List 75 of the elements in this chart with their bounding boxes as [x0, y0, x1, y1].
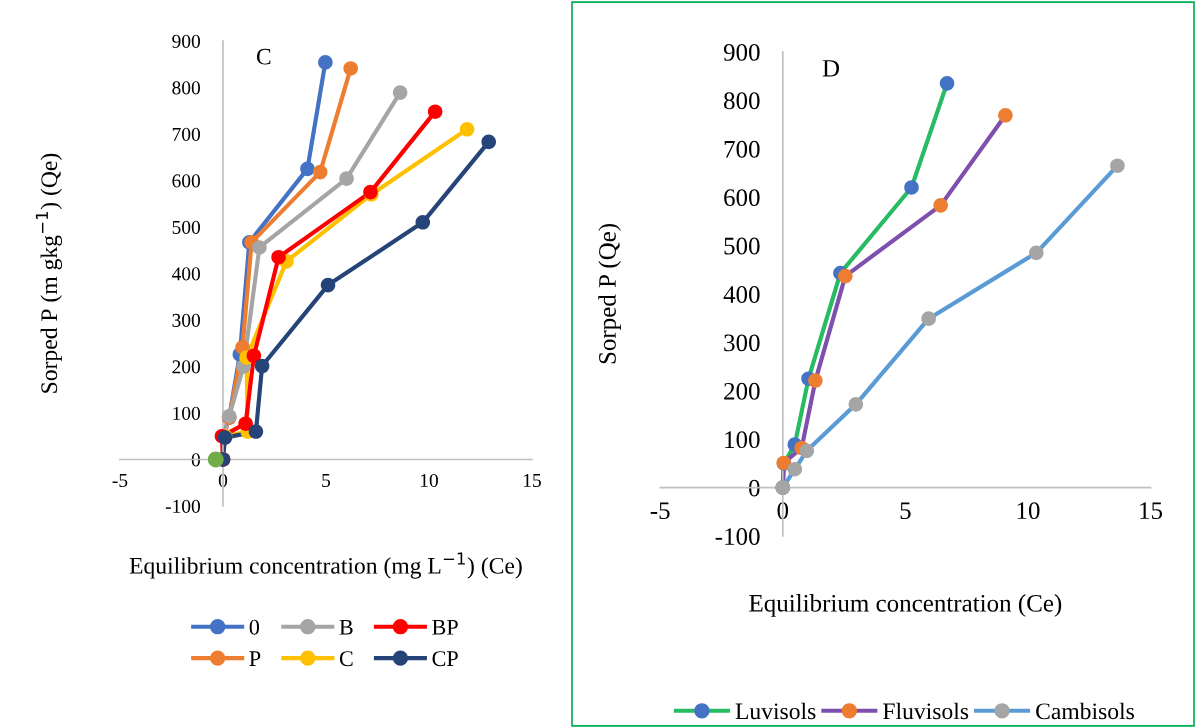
- point: [207, 451, 224, 468]
- legend-label: CP: [432, 651, 458, 667]
- point: [933, 198, 948, 213]
- legend-label: Cambisols: [1036, 702, 1134, 720]
- y-axis-title: Sorped P (m gkg$^{−1}$) (Qe): [35, 153, 63, 393]
- point: [271, 249, 286, 265]
- point: [904, 180, 919, 195]
- point: [808, 373, 823, 388]
- y-tick-label: 600: [724, 189, 760, 207]
- y-tick-label: 300: [172, 313, 200, 327]
- x-tick-label: 5: [322, 474, 331, 488]
- point: [318, 55, 333, 70]
- point: [246, 348, 262, 364]
- y-tick-label: 800: [172, 81, 200, 95]
- y-tick-label: 100: [173, 406, 200, 420]
- point: [248, 424, 264, 439]
- y-tick-label: 900: [172, 34, 200, 48]
- x-tick-label: 15: [1140, 502, 1163, 520]
- y-tick-label: 200: [172, 360, 200, 374]
- x-axis-title: Equilibrium concentration (mg L$^{−1}$) (Ce): [129, 552, 522, 579]
- y-tick-label: 400: [723, 286, 760, 303]
- x-tick-label: -5: [112, 474, 128, 488]
- point: [392, 85, 408, 100]
- point: [799, 443, 815, 459]
- y-tick-label: 700: [172, 127, 200, 141]
- point: [254, 358, 270, 374]
- point: [921, 311, 936, 326]
- x-tick-label: 0: [218, 473, 228, 488]
- y-tick-label: 900: [723, 43, 760, 61]
- y-tick-label: 200: [724, 382, 760, 400]
- legend-label: 0: [249, 619, 260, 635]
- y-tick-label: 600: [172, 174, 200, 188]
- legend-label: P: [249, 651, 261, 666]
- point: [459, 122, 475, 137]
- point: [238, 416, 253, 431]
- x-tick-label: 10: [1017, 502, 1040, 520]
- point: [848, 397, 864, 412]
- y-tick-label: 100: [725, 431, 760, 449]
- point: [1029, 245, 1044, 261]
- y-tick-label: 500: [724, 237, 760, 255]
- legend-label: Luvisols: [735, 702, 816, 720]
- y-tick-label: 300: [724, 334, 760, 352]
- x-tick-label: 15: [523, 474, 541, 488]
- point: [343, 61, 358, 76]
- annotation: D: [822, 60, 840, 77]
- point: [1110, 158, 1125, 173]
- legend-label: C: [339, 651, 353, 667]
- point: [312, 164, 328, 180]
- y-tick-label: -100: [715, 528, 760, 545]
- x-axis-title: Equilibrium concentration (Ce): [749, 594, 1062, 617]
- x-tick-label: 5: [900, 502, 911, 520]
- point: [339, 171, 354, 186]
- annotation: C: [256, 48, 271, 65]
- legend-label: Fluvisols: [883, 702, 969, 720]
- point: [481, 134, 496, 150]
- y-axis-title: Sorped P (Qe): [598, 224, 621, 364]
- point: [427, 104, 443, 119]
- y-tick-label: -100: [165, 499, 200, 513]
- x-tick-label: 0: [777, 502, 789, 520]
- point: [939, 76, 955, 91]
- y-tick-label: 700: [724, 140, 760, 158]
- point: [998, 108, 1013, 123]
- point: [415, 215, 431, 230]
- legend-label: BP: [432, 619, 458, 635]
- x-tick-label: -5: [650, 502, 670, 520]
- y-tick-label: 400: [171, 267, 200, 281]
- y-tick-label: 500: [172, 220, 200, 234]
- x-tick-label: 10: [420, 473, 438, 488]
- legend-label: B: [339, 619, 353, 635]
- point: [320, 277, 336, 293]
- point: [787, 461, 803, 477]
- y-tick-label: 800: [724, 92, 760, 110]
- point: [252, 240, 267, 255]
- point: [838, 268, 853, 284]
- point: [300, 161, 315, 177]
